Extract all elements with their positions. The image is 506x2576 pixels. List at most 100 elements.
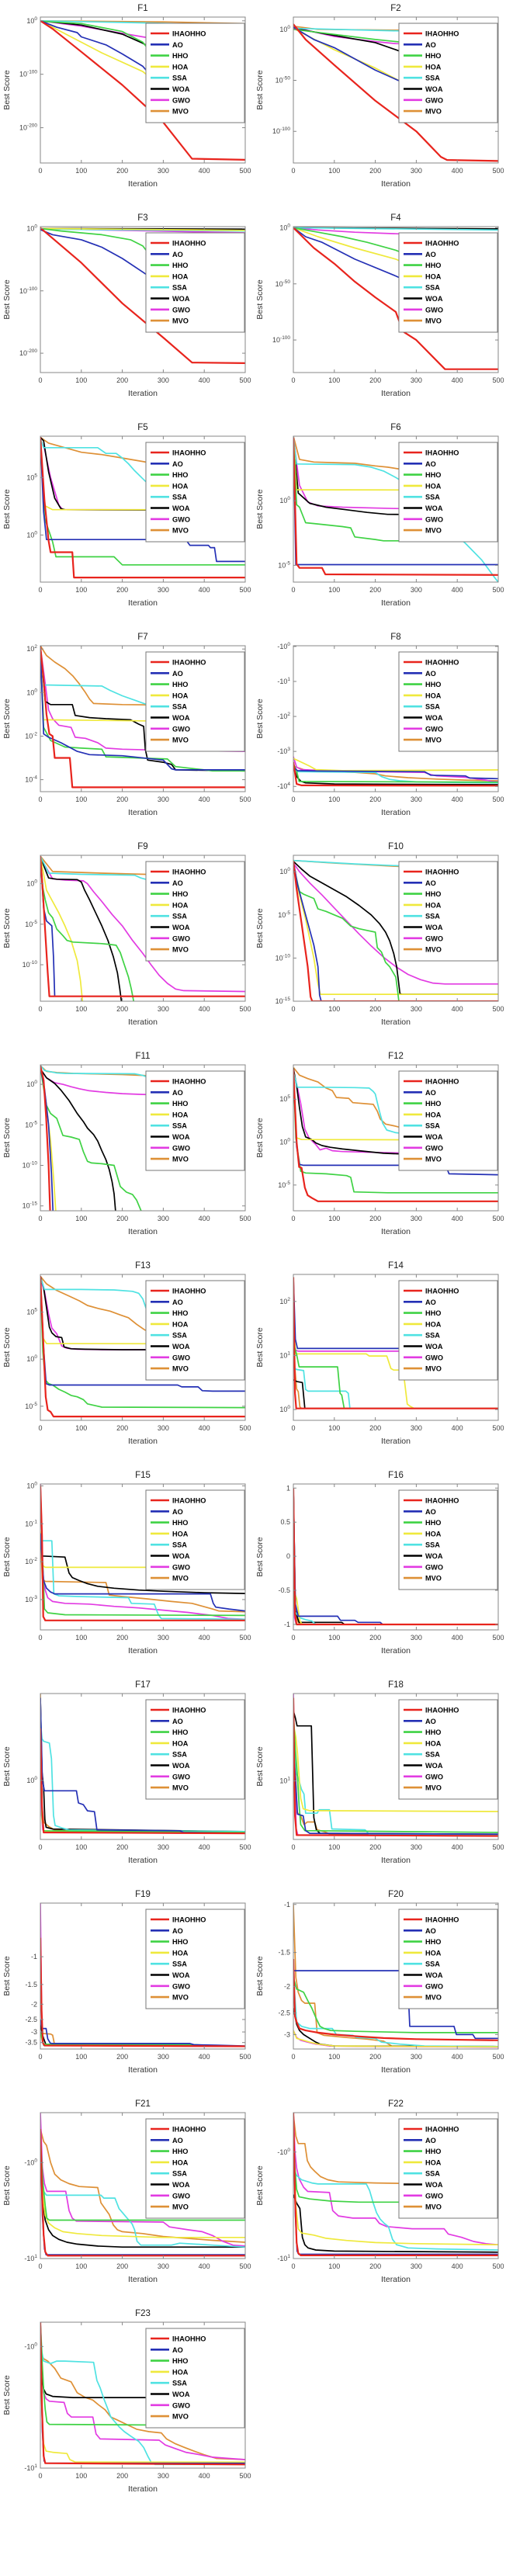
legend-label: HOA: [425, 2158, 442, 2166]
series-group: [40, 2322, 245, 2466]
x-tick-label: 0: [38, 167, 42, 175]
legend-item-HHO: HHO: [151, 262, 188, 269]
legend-item-SSA: SSA: [151, 2170, 187, 2178]
y-tick-label: -0.5: [278, 1586, 290, 1594]
legend-label: SSA: [425, 1751, 440, 1759]
series-group: [40, 1484, 245, 1621]
x-tick-label: 300: [158, 1843, 169, 1851]
legend-label: SSA: [172, 703, 187, 711]
x-tick-label: 100: [328, 1843, 340, 1851]
x-tick-label: 500: [239, 796, 251, 803]
x-axis-label: Iteration: [128, 2484, 158, 2494]
y-tick-label: -3.5: [25, 2039, 37, 2047]
legend-item-GWO: GWO: [151, 1354, 190, 1361]
legend-item-HHO: HHO: [151, 1100, 188, 1108]
chart-panel-F7: F7 0 100 200 300 400 500 102 100 10-2 10-4 Iteratio…: [0, 629, 253, 838]
series-line-IHAOHHO: [40, 1485, 245, 1621]
legend: IHAOHHO AO HHO HOA SSA WOA GWO MVO: [145, 1280, 245, 1381]
plot-frame: [40, 2112, 246, 2259]
legend-label: MVO: [172, 1994, 189, 2002]
legend-item-HHO: HHO: [151, 681, 188, 688]
panel-title: F18: [388, 1680, 404, 1690]
series-line-HHO: [293, 763, 498, 783]
series-line-IHAOHHO: [40, 227, 245, 364]
panel-title: F6: [390, 423, 400, 432]
chart-svg-F12: F12 0 100 200 300 400 500 105 100 10-5 Iteration Be…: [255, 1052, 504, 1236]
legend-label: SSA: [425, 703, 440, 711]
legend-item-WOA: WOA: [151, 504, 190, 512]
x-tick-label: 100: [75, 376, 87, 384]
series-line-WOA: [40, 1276, 245, 1350]
y-tick-label: -1.5: [278, 1949, 290, 1957]
legend-label: HHO: [172, 2357, 188, 2365]
legend-label: AO: [425, 1089, 436, 1097]
x-tick-label: 400: [452, 167, 463, 175]
x-tick-label: 500: [492, 167, 504, 175]
x-tick-label: 0: [291, 2053, 295, 2061]
legend-item-GWO: GWO: [404, 1354, 443, 1361]
legend-item-AO: AO: [151, 251, 183, 258]
x-axis-label: Iteration: [128, 179, 158, 189]
series-group: [40, 19, 245, 161]
legend-item-SSA: SSA: [151, 1541, 187, 1549]
x-tick-label: 0: [38, 586, 42, 594]
legend-item-HHO: HHO: [404, 1938, 441, 1946]
x-tick-label: 200: [116, 2472, 128, 2480]
legend-label: MVO: [172, 737, 189, 744]
x-tick-label: 200: [116, 1005, 128, 1013]
legend-label: WOA: [172, 1552, 190, 1560]
x-axis-label: Iteration: [128, 1856, 158, 1865]
legend-box: [398, 861, 498, 962]
x-tick-label: 300: [158, 586, 169, 594]
legend-label: HOA: [172, 63, 189, 71]
legend-label: HOA: [172, 1949, 189, 1957]
y-axis-label: Best Score: [2, 908, 12, 948]
x-tick-label: 0: [38, 1424, 42, 1432]
legend-item-HOA: HOA: [404, 1949, 442, 1957]
legend-label: AO: [172, 1927, 183, 1935]
y-tick-label: -100: [24, 2158, 37, 2166]
x-tick-label: 400: [199, 1005, 210, 1013]
legend-label: SSA: [172, 494, 187, 501]
x-tick-label: 200: [116, 2262, 128, 2270]
legend-label: AO: [425, 2137, 436, 2144]
series-line-IHAOHHO: [40, 855, 245, 997]
legend: IHAOHHO AO HHO HOA SSA WOA GWO MVO: [145, 2118, 245, 2219]
series-line-SSA: [40, 1540, 245, 1621]
x-tick-label: 100: [75, 2053, 87, 2061]
series-line-SSA: [40, 1719, 245, 1832]
chart-panel-F23: F23 0 100 200 300 400 500 -100 -101 Iteration Best…: [0, 2305, 253, 2515]
legend-label: MVO: [172, 108, 189, 116]
legend-label: IHAOHHO: [425, 868, 459, 876]
y-tick-label: 0.5: [280, 1518, 290, 1526]
legend-label: WOA: [425, 1552, 443, 1560]
legend-item-MVO: MVO: [404, 946, 442, 954]
x-tick-label: 200: [369, 796, 381, 803]
x-tick-label: 200: [369, 2053, 381, 2061]
x-tick-label: 300: [158, 1215, 169, 1222]
x-tick-label: 500: [239, 1215, 251, 1222]
plot-frame: [293, 1483, 499, 1631]
legend-label: IHAOHHO: [425, 659, 459, 667]
legend-label: WOA: [172, 2391, 190, 2398]
x-tick-label: 500: [492, 2262, 504, 2270]
legend-item-HOA: HOA: [404, 272, 442, 280]
legend-item-MVO: MVO: [151, 1156, 189, 1163]
y-axis-label: Best Score: [255, 908, 265, 948]
x-axis-label: Iteration: [128, 598, 158, 608]
x-tick-label: 300: [411, 1424, 422, 1432]
legend-label: IHAOHHO: [425, 1497, 459, 1505]
y-tick-label: -1: [284, 1621, 290, 1628]
y-tick-label: 0: [286, 1552, 290, 1560]
series-line-AO: [40, 649, 245, 771]
legend-item-HHO: HHO: [151, 890, 188, 898]
series-line-IHAOHHO: [293, 437, 498, 576]
x-tick-label: 500: [239, 2053, 251, 2061]
chart-svg-F21: F21 0 100 200 300 400 500 -100 -101 Iteration Best…: [2, 2099, 251, 2284]
legend-item-SSA: SSA: [404, 703, 440, 711]
x-axis-label: Iteration: [381, 1646, 411, 1656]
legend-item-HOA: HOA: [151, 901, 189, 909]
x-tick-label: 100: [328, 1215, 340, 1222]
legend-item-GWO: GWO: [151, 934, 190, 942]
y-axis-label: Best Score: [255, 70, 265, 110]
